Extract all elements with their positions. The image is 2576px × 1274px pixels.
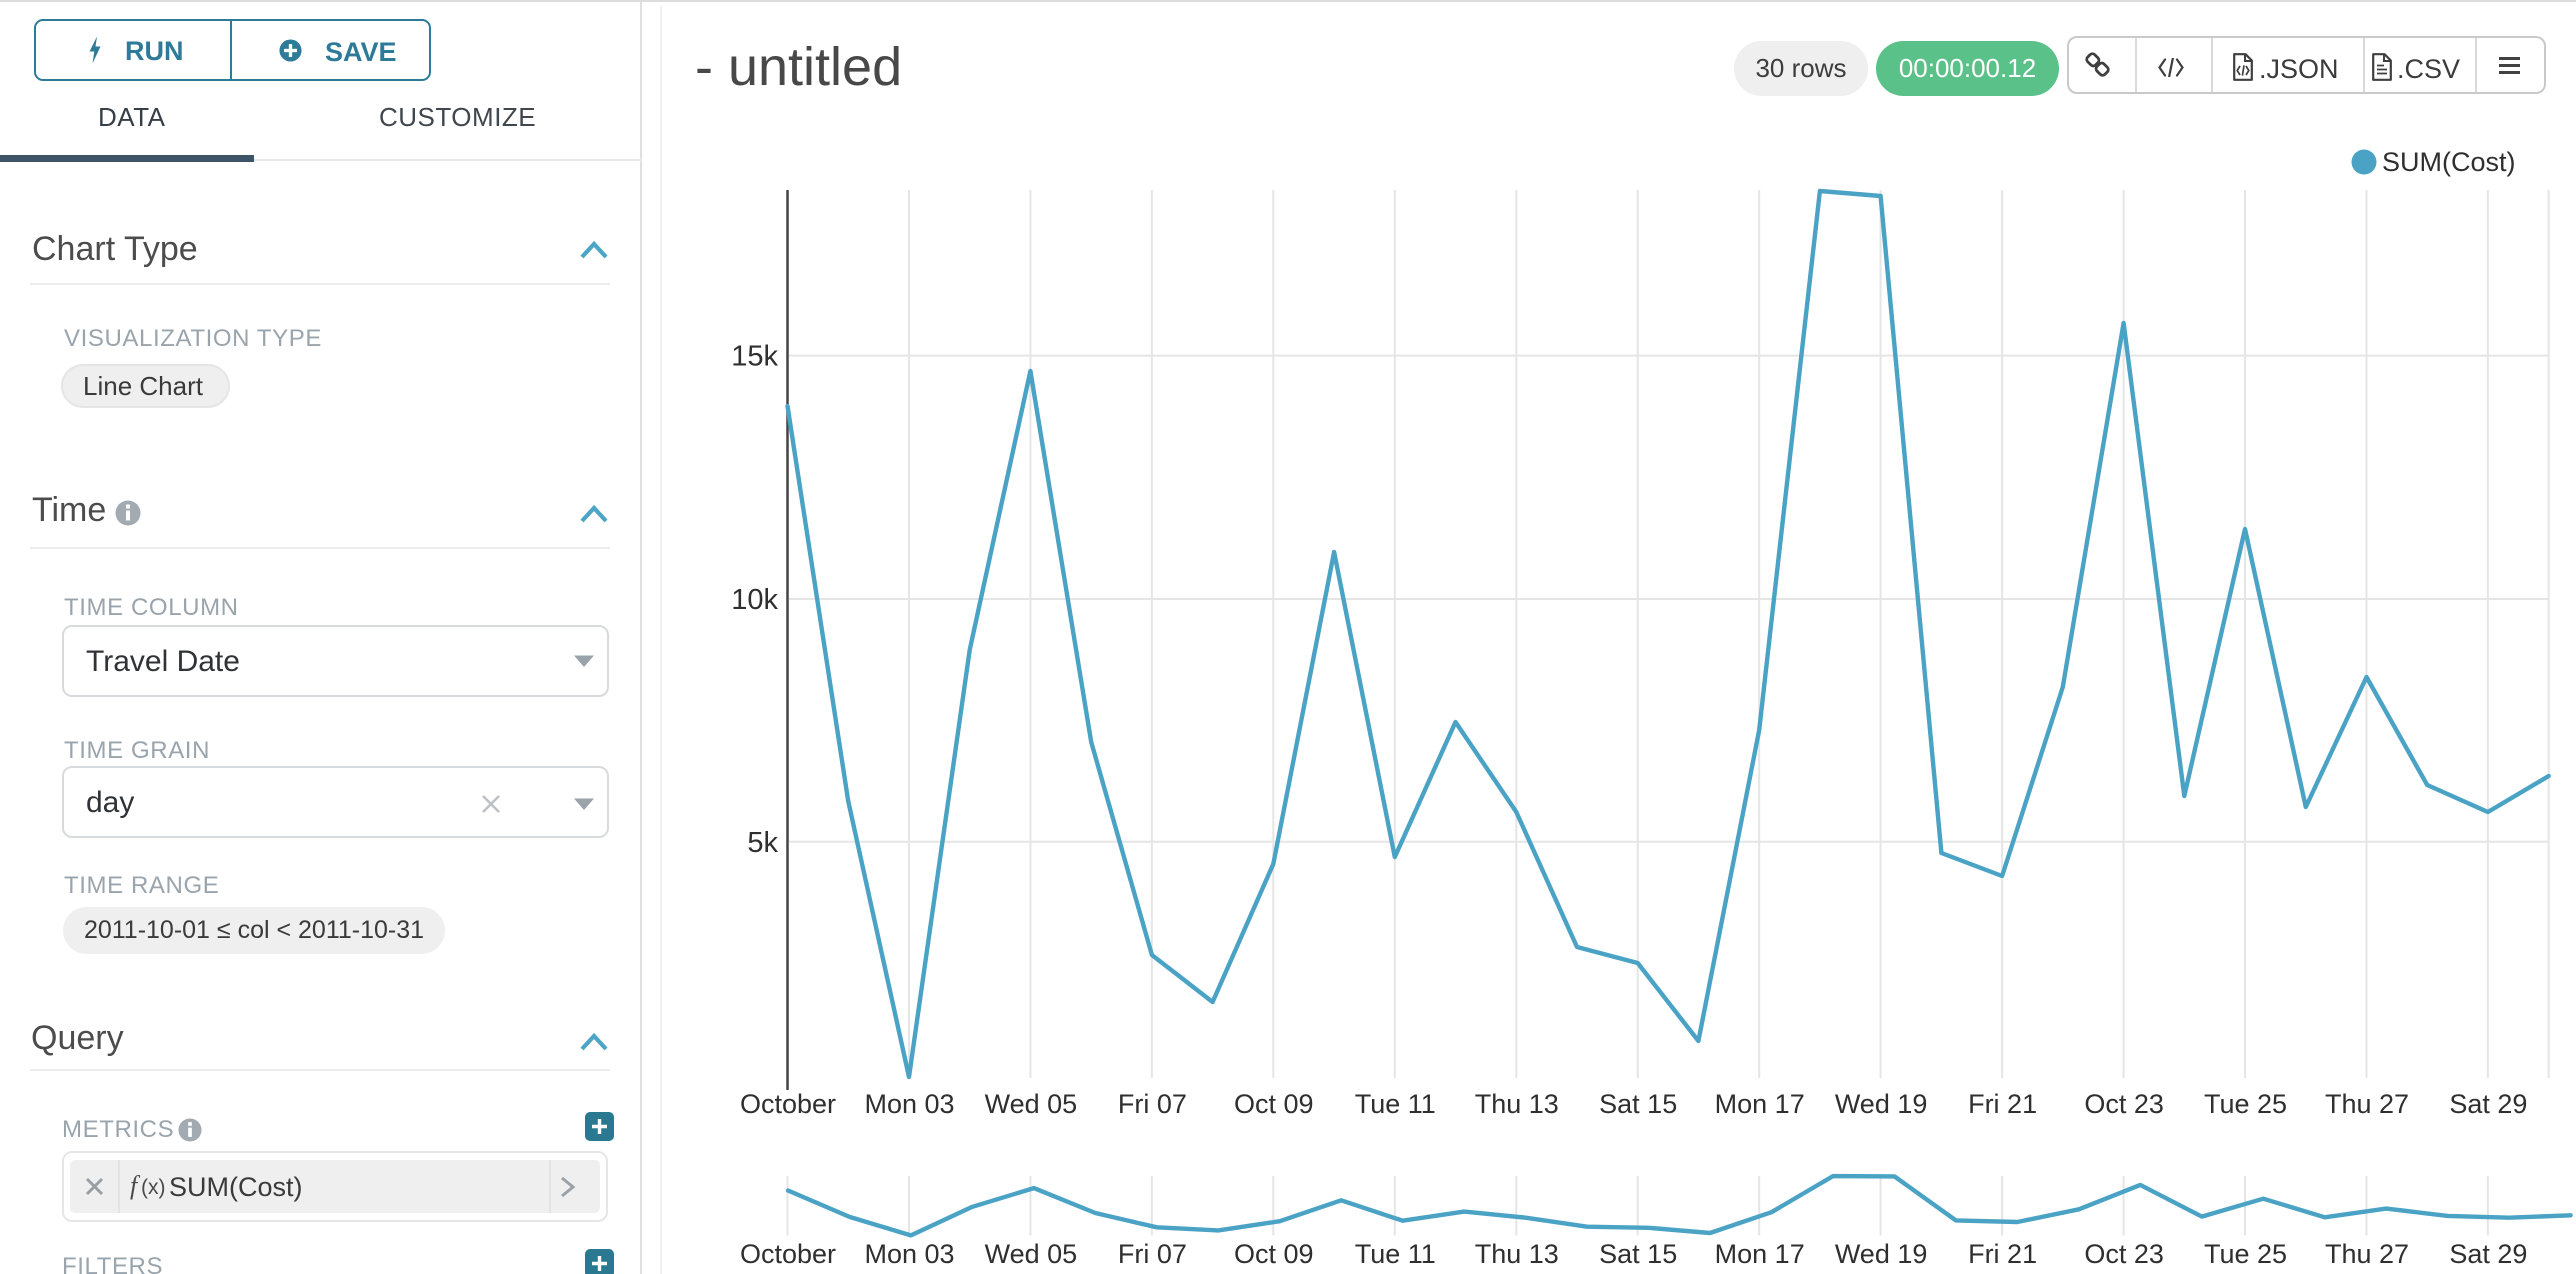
svg-text:Oct 09: Oct 09	[1234, 1089, 1314, 1119]
svg-text:Mon 03: Mon 03	[864, 1239, 954, 1269]
svg-text:Oct 23: Oct 23	[2084, 1089, 2164, 1119]
svg-text:Thu 13: Thu 13	[1475, 1239, 1559, 1269]
svg-text:Mon 03: Mon 03	[864, 1089, 954, 1119]
svg-text:Tue 25: Tue 25	[2204, 1239, 2287, 1269]
svg-text:Oct 23: Oct 23	[2084, 1239, 2164, 1269]
svg-text:5k: 5k	[747, 827, 778, 859]
svg-text:Sat 29: Sat 29	[2449, 1089, 2527, 1119]
svg-text:15k: 15k	[731, 341, 778, 373]
svg-text:Oct 09: Oct 09	[1234, 1239, 1314, 1269]
svg-text:October: October	[740, 1089, 836, 1119]
svg-text:Fri 07: Fri 07	[1118, 1089, 1187, 1119]
svg-text:Thu 27: Thu 27	[2325, 1089, 2409, 1119]
svg-text:Sat 29: Sat 29	[2449, 1239, 2527, 1269]
svg-text:Sat 15: Sat 15	[1599, 1239, 1677, 1269]
svg-text:Thu 13: Thu 13	[1475, 1089, 1559, 1119]
svg-text:Tue 11: Tue 11	[1355, 1239, 1436, 1269]
svg-text:Mon 17: Mon 17	[1715, 1089, 1805, 1119]
svg-text:Fri 21: Fri 21	[1968, 1089, 2037, 1119]
svg-text:Fri 07: Fri 07	[1118, 1239, 1187, 1269]
svg-text:Wed 05: Wed 05	[985, 1089, 1078, 1119]
svg-text:Fri 21: Fri 21	[1968, 1239, 2037, 1269]
svg-text:Wed 05: Wed 05	[985, 1239, 1078, 1269]
svg-text:10k: 10k	[731, 584, 778, 616]
svg-text:Sat 15: Sat 15	[1599, 1089, 1677, 1119]
svg-text:Wed 19: Wed 19	[1835, 1089, 1928, 1119]
svg-text:Wed 19: Wed 19	[1835, 1239, 1928, 1269]
svg-text:October: October	[740, 1239, 836, 1269]
svg-text:Mon 17: Mon 17	[1715, 1239, 1805, 1269]
svg-text:Tue 11: Tue 11	[1355, 1089, 1436, 1119]
svg-text:Tue 25: Tue 25	[2204, 1089, 2287, 1119]
svg-text:SUM(Cost): SUM(Cost)	[2382, 147, 2516, 177]
svg-text:Thu 27: Thu 27	[2325, 1239, 2409, 1269]
